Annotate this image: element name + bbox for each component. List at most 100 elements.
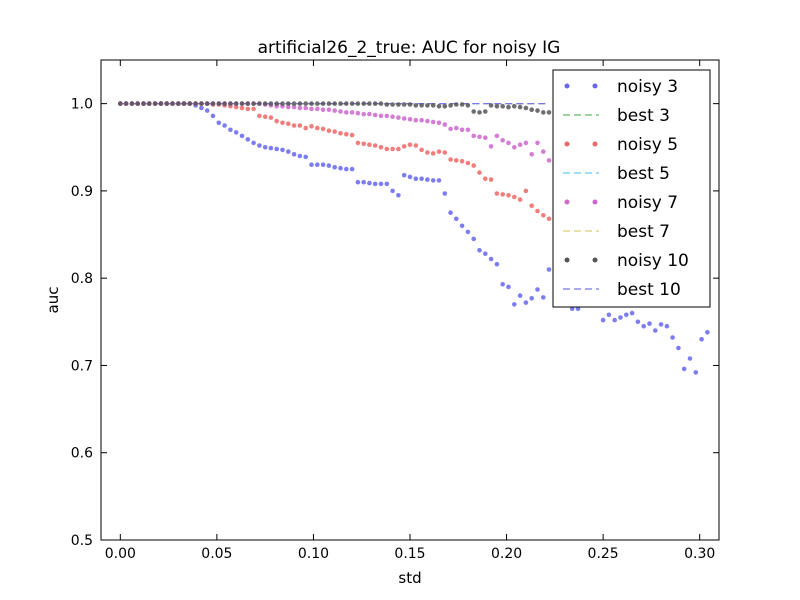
data-point <box>396 193 401 198</box>
data-point <box>315 101 320 106</box>
data-point <box>430 151 436 156</box>
data-point <box>332 108 338 113</box>
data-point <box>303 154 309 160</box>
data-point <box>355 110 361 116</box>
data-point <box>315 125 320 131</box>
data-point <box>430 119 436 125</box>
data-point <box>228 101 233 106</box>
x-tick-label: 0.00 <box>105 546 136 562</box>
data-point <box>309 101 314 106</box>
data-point <box>367 180 372 186</box>
data-point <box>541 213 546 218</box>
data-point <box>320 107 326 112</box>
data-point <box>465 229 471 235</box>
x-tick-label: 0.10 <box>298 546 329 562</box>
data-point <box>297 153 303 159</box>
data-point <box>658 322 664 327</box>
data-point <box>303 101 309 106</box>
data-point <box>326 163 332 168</box>
data-point <box>488 144 494 149</box>
data-point <box>286 149 291 154</box>
data-point <box>233 101 239 106</box>
data-point <box>396 146 401 152</box>
data-point <box>699 337 704 342</box>
data-point <box>372 112 378 118</box>
data-point <box>401 116 407 121</box>
data-point <box>239 133 245 139</box>
data-point <box>216 120 222 126</box>
data-point <box>309 124 314 129</box>
data-point <box>280 101 285 106</box>
data-point <box>407 117 413 122</box>
data-point <box>384 181 390 187</box>
data-point <box>141 101 146 106</box>
data-point <box>653 328 658 333</box>
data-point <box>705 330 710 335</box>
data-point <box>181 101 187 106</box>
data-point <box>442 150 448 155</box>
legend-label: best 3 <box>617 106 670 126</box>
x-tick-label: 0.20 <box>491 546 522 562</box>
data-point <box>199 105 204 111</box>
data-point <box>535 287 540 292</box>
data-point <box>687 356 693 361</box>
data-point <box>164 101 169 106</box>
data-point <box>541 295 546 300</box>
data-point <box>517 104 523 110</box>
data-point <box>506 284 511 290</box>
data-point <box>471 133 477 139</box>
data-point <box>245 137 251 142</box>
legend-item-noisy-3: noisy 3 <box>564 77 678 97</box>
data-point <box>436 104 442 109</box>
data-point <box>517 197 523 202</box>
data-point <box>170 101 175 106</box>
data-point <box>454 158 459 163</box>
data-point <box>541 110 546 115</box>
data-point <box>459 127 465 133</box>
data-point <box>291 123 297 128</box>
data-point <box>378 181 384 187</box>
legend-item-best-5: best 5 <box>563 164 670 184</box>
data-point <box>523 300 529 305</box>
data-point <box>529 152 534 157</box>
data-point <box>280 147 285 153</box>
data-point <box>448 157 453 162</box>
data-point <box>257 143 262 148</box>
data-point <box>471 236 477 242</box>
data-point <box>344 101 349 106</box>
data-point <box>681 366 687 372</box>
y-axis-ticks: 0.5 0.6 0.7 0.8 0.9 1.0 <box>71 97 719 549</box>
data-point <box>546 158 552 163</box>
data-point <box>546 216 552 222</box>
data-point <box>465 103 471 108</box>
data-point <box>315 106 320 112</box>
data-point <box>361 111 367 117</box>
data-point <box>204 108 210 113</box>
data-point <box>245 106 251 112</box>
data-point <box>512 302 517 307</box>
data-point <box>349 132 355 138</box>
data-point <box>280 120 285 126</box>
legend-marker <box>564 257 570 263</box>
data-point <box>436 178 442 183</box>
data-point <box>407 142 413 147</box>
data-point <box>477 170 482 175</box>
data-point <box>257 101 262 106</box>
legend-marker <box>564 199 570 205</box>
data-point <box>517 293 523 298</box>
data-point <box>349 166 355 172</box>
y-tick-label: 0.8 <box>71 271 93 287</box>
data-point <box>407 174 413 180</box>
data-point <box>483 176 488 181</box>
legend-item-best-10: best 10 <box>563 280 681 300</box>
data-point <box>378 113 384 119</box>
x-tick-label: 0.15 <box>394 546 425 562</box>
data-point <box>488 103 494 108</box>
x-axis-label: std <box>398 569 421 587</box>
data-point <box>274 118 280 124</box>
legend-item-best-3: best 3 <box>563 106 670 126</box>
data-point <box>222 101 227 106</box>
data-point <box>309 106 314 112</box>
data-point <box>494 191 500 196</box>
